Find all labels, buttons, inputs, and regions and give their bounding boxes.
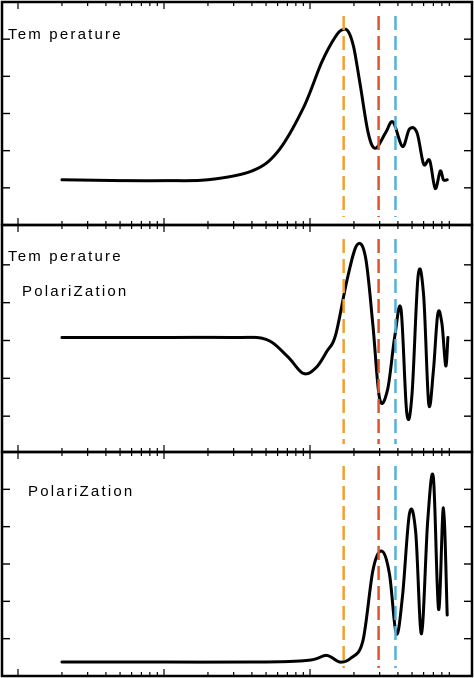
panel-1-curve — [60, 27, 449, 191]
panel-2 — [0, 223, 474, 454]
panel-3-label-1: PolariZation — [28, 483, 134, 500]
panel-1-label-1: Tem perature — [8, 26, 123, 43]
panel-2-curve — [60, 241, 450, 421]
panel-3 — [0, 450, 474, 678]
panel-2-label-1: Tem perature — [8, 248, 123, 265]
labels-layer: Tem perature Tem perature PolariZation P… — [8, 26, 134, 500]
panel-3-curve — [60, 472, 449, 664]
panel-2-label-2: PolariZation — [22, 283, 128, 300]
